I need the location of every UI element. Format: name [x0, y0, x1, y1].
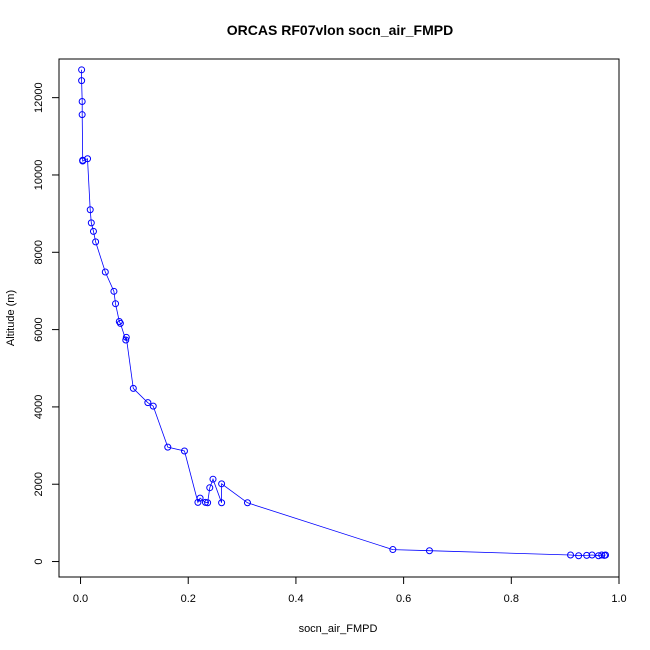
data-point — [389, 546, 397, 554]
data-point — [78, 111, 86, 119]
chart-title: ORCAS RF07vlon socn_air_FMPD — [227, 22, 453, 38]
x-tick-label: 0.8 — [504, 593, 519, 605]
data-point — [425, 547, 433, 555]
data-point — [89, 227, 97, 235]
data-point — [78, 98, 86, 106]
data-point — [206, 484, 214, 492]
data-point — [92, 238, 100, 246]
data-point — [218, 499, 226, 507]
data-point — [204, 499, 212, 507]
x-tick-label: 0.0 — [73, 593, 88, 605]
data-point — [86, 206, 94, 214]
y-tick-label: 0 — [33, 558, 45, 564]
data-point — [84, 155, 92, 163]
data-point — [180, 447, 188, 455]
data-point — [567, 551, 575, 559]
data-point — [164, 443, 172, 451]
data-point — [218, 480, 226, 488]
y-tick-label: 8000 — [33, 240, 45, 264]
data-point — [78, 77, 86, 85]
x-axis: 0.0 0.2 0.4 0.6 0.8 1.0 — [73, 577, 627, 605]
x-axis-label: socn_air_FMPD — [299, 623, 378, 635]
x-tick-label: 0.2 — [181, 593, 196, 605]
data-point — [583, 551, 591, 559]
x-tick-label: 1.0 — [611, 593, 626, 605]
data-point — [101, 268, 109, 276]
data-point — [87, 219, 95, 227]
data-point — [78, 66, 86, 74]
data-point — [110, 287, 118, 295]
data-point — [144, 399, 152, 407]
data-point — [122, 336, 130, 344]
y-axis: 0 2000 4000 6000 8000 10000 12000 — [33, 82, 59, 565]
y-axis-label: Altitude (m) — [5, 290, 17, 346]
data-point — [112, 300, 120, 308]
plot-frame — [58, 58, 620, 578]
series-line — [81, 69, 606, 557]
data-point — [196, 494, 204, 502]
data-point — [149, 402, 157, 410]
data-point — [588, 551, 596, 559]
y-tick-label: 12000 — [33, 82, 45, 113]
data-point — [243, 499, 251, 507]
data-point — [209, 475, 217, 483]
y-tick-label: 6000 — [33, 317, 45, 341]
series-layer — [78, 66, 610, 560]
y-tick-label: 10000 — [33, 160, 45, 191]
data-point — [598, 551, 606, 559]
data-point — [122, 333, 130, 341]
data-point — [129, 384, 137, 392]
x-tick-label: 0.6 — [396, 593, 411, 605]
y-tick-label: 4000 — [33, 395, 45, 419]
y-tick-label: 2000 — [33, 472, 45, 496]
data-point — [194, 498, 202, 506]
x-tick-label: 0.4 — [288, 593, 303, 605]
data-point — [116, 319, 124, 327]
data-point — [602, 551, 610, 559]
data-point — [575, 552, 583, 560]
